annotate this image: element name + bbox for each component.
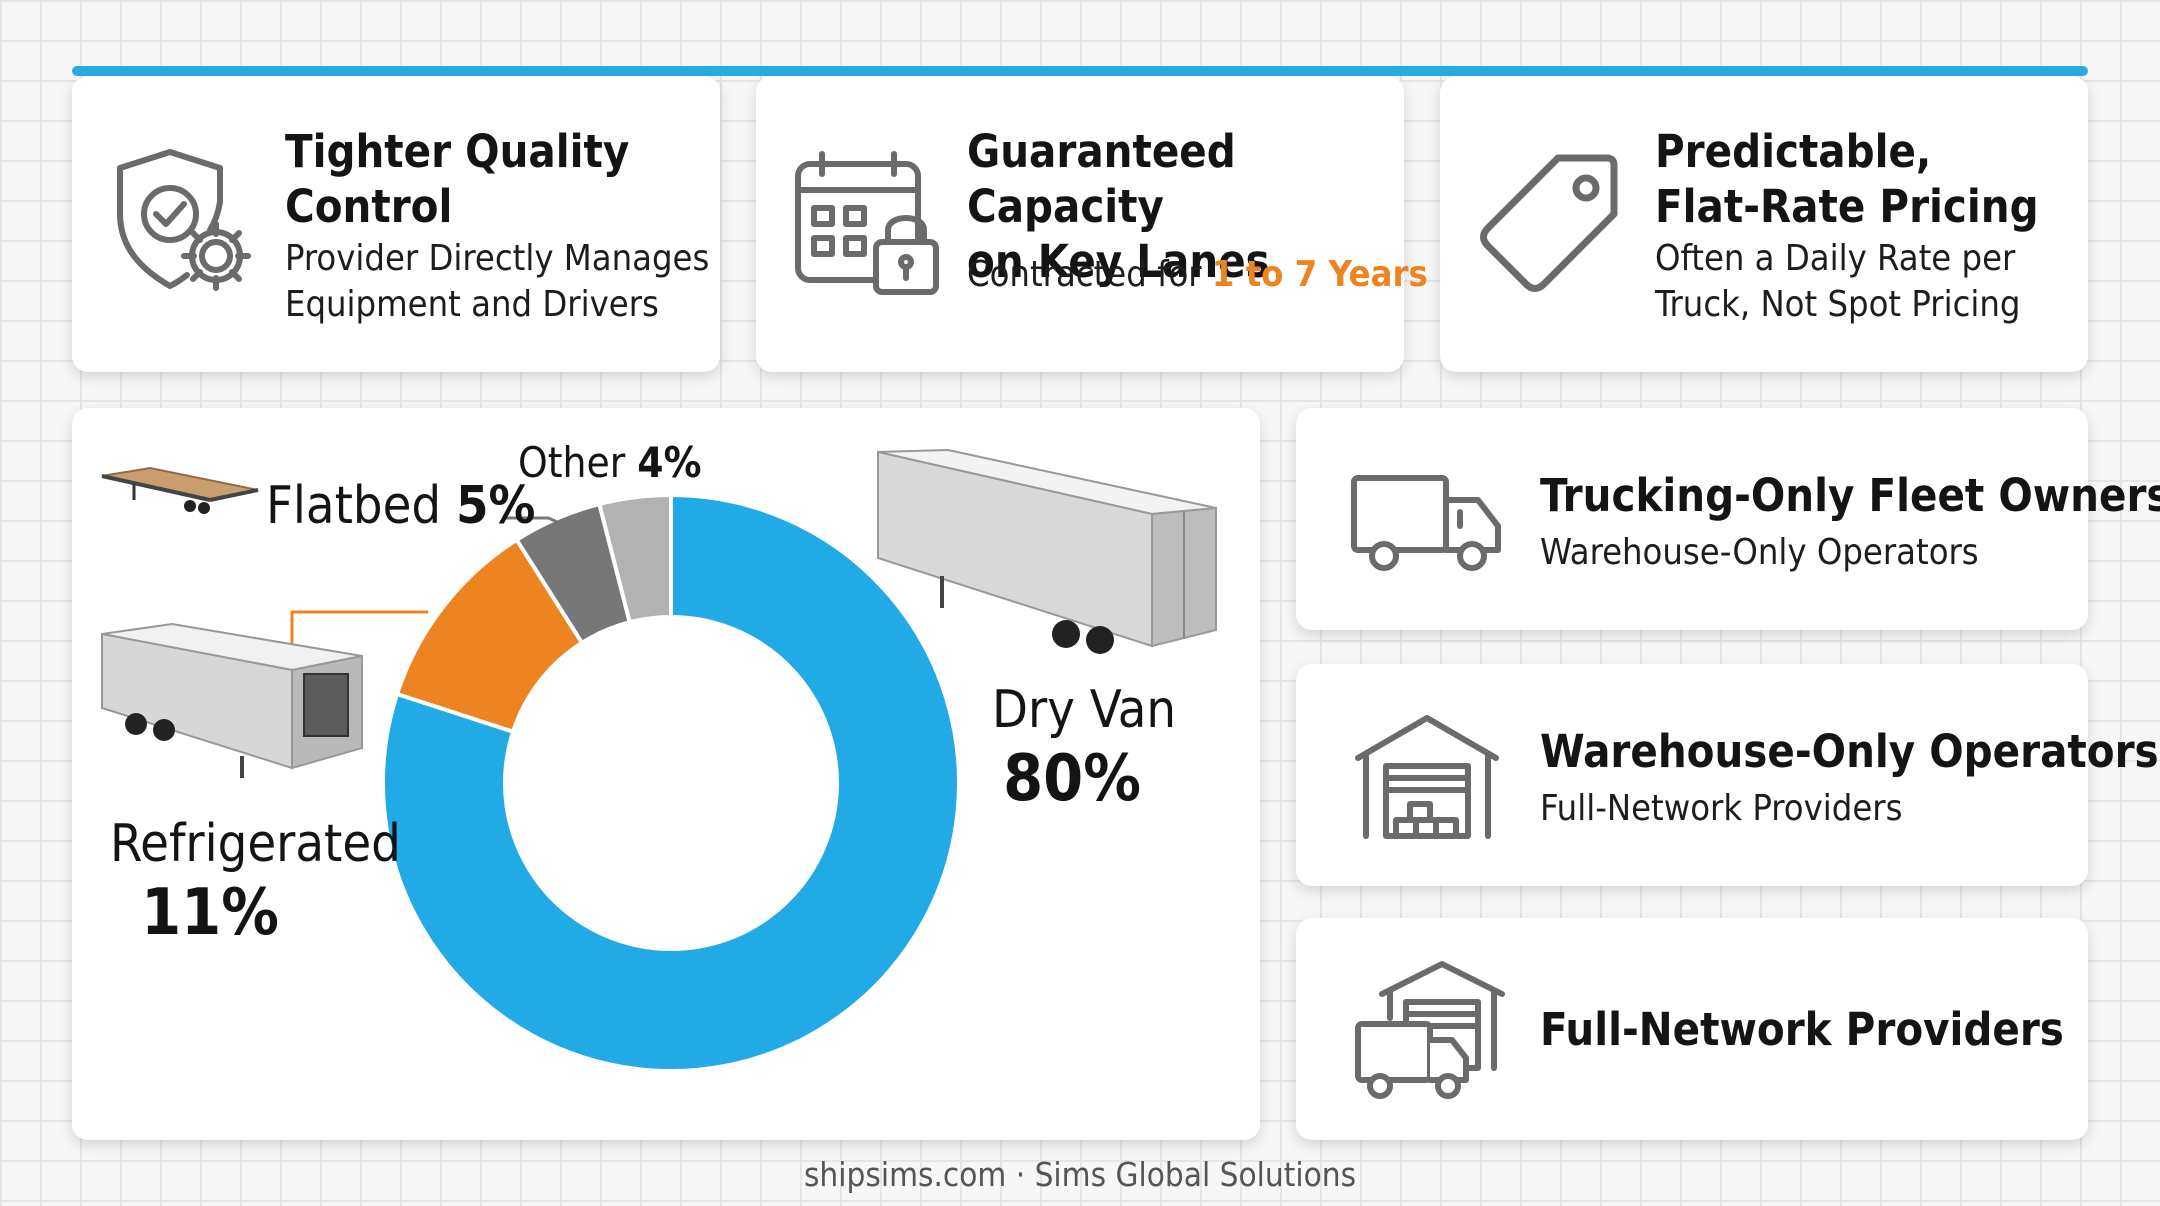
category-label: Other xyxy=(518,438,626,487)
price-tag-icon xyxy=(1474,148,1624,298)
provider-card-full-network: Full-Network Providers xyxy=(1296,918,2088,1140)
top-accent-bar xyxy=(72,66,2088,76)
value-label: 4% xyxy=(637,438,702,487)
value-label: 80% xyxy=(1003,742,1141,816)
value-label: 11% xyxy=(141,876,279,950)
footer-credit: shipsims.com · Sims Global Solutions xyxy=(803,1155,1357,1194)
dry-van-trailer-image xyxy=(877,448,1217,654)
donut-slice-dry-van xyxy=(381,492,961,1073)
flatbed-leader-line xyxy=(506,516,559,524)
contract-term-highlight: 1 to 7 Years xyxy=(1211,254,1428,295)
flatbed-label: Flatbed 5% xyxy=(266,476,535,536)
truck-icon xyxy=(1348,470,1508,580)
feature-subtitle: Often a Daily Rate per Truck, Not Spot P… xyxy=(1655,238,2021,325)
value-label: 5% xyxy=(455,476,536,536)
feature-title: Predictable, Flat-Rate Pricing xyxy=(1655,125,2039,233)
provider-title: Trucking-Only Fleet Owners xyxy=(1540,469,2160,522)
category-label: Dry Van xyxy=(992,680,1177,740)
feature-title: Guaranteed Capacity on Key Lanes xyxy=(967,125,1270,288)
feature-card-pricing: Predictable, Flat-Rate Pricing Often a D… xyxy=(1440,76,2088,372)
category-label: Flatbed xyxy=(266,476,442,536)
other-label: Other 4% xyxy=(518,438,701,487)
dry-van-label: Dry Van 80% xyxy=(992,678,1177,816)
refrigerated-trailer-image xyxy=(101,622,363,778)
provider-subtitle: Warehouse-Only Operators xyxy=(1540,532,1979,573)
feature-subtitle: Contracted for 1 to 7 Years xyxy=(967,254,1428,295)
provider-title: Warehouse-Only Operators xyxy=(1540,725,2159,778)
provider-title: Full-Network Providers xyxy=(1540,1003,2064,1056)
calendar-lock-icon xyxy=(792,148,942,298)
refrigerated-label: Refrigerated 11% xyxy=(110,812,401,950)
category-label: Refrigerated xyxy=(110,814,401,874)
flatbed-trailer-image xyxy=(101,466,259,514)
provider-card-trucking: Trucking-Only Fleet Owners Warehouse-Onl… xyxy=(1296,408,2160,630)
shield-gear-icon xyxy=(108,144,258,294)
feature-card-capacity: Guaranteed Capacity on Key Lanes Contrac… xyxy=(756,76,1428,372)
provider-subtitle: Full-Network Providers xyxy=(1540,788,1903,829)
refrigerated-leader-line xyxy=(290,610,429,650)
warehouse-icon xyxy=(1352,712,1502,842)
feature-subtitle: Provider Directly Manages Equipment and … xyxy=(285,238,710,325)
trailer-mix-donut-chart xyxy=(101,448,1217,1073)
donut-slice-other xyxy=(596,492,673,625)
trailer-mix-chart-card: Flatbed 5% Other 4% Refrigerated 11% Dry… xyxy=(72,408,1260,1140)
feature-title: Tighter Quality Control xyxy=(285,125,630,233)
provider-card-warehouse: Warehouse-Only Operators Full-Network Pr… xyxy=(1296,664,2159,886)
warehouse-truck-icon xyxy=(1352,958,1512,1108)
feature-card-quality: Tighter Quality Control Provider Directl… xyxy=(72,76,720,372)
